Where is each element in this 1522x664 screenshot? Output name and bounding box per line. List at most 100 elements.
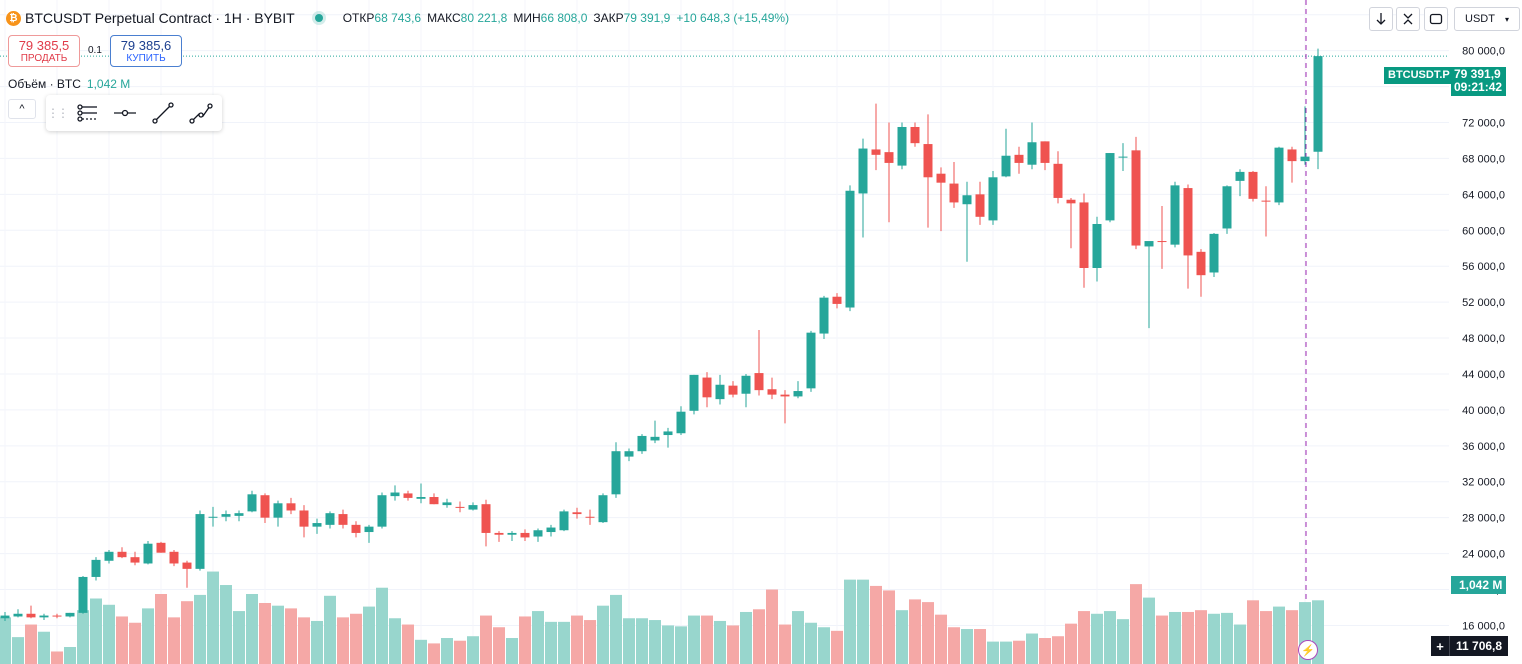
candle-up[interactable]: [143, 541, 153, 565]
candle-up[interactable]: [793, 381, 803, 399]
sell-button[interactable]: 79 385,5 ПРОДАТЬ: [8, 35, 80, 67]
candle-down[interactable]: [52, 613, 62, 619]
candle-up[interactable]: [325, 511, 335, 529]
candle-down[interactable]: [572, 507, 582, 519]
candle-down[interactable]: [429, 493, 439, 505]
candle-up[interactable]: [962, 181, 972, 262]
candle-up[interactable]: [533, 528, 543, 542]
candle-down[interactable]: [1040, 141, 1050, 171]
candle-down[interactable]: [1287, 146, 1297, 183]
candle-up[interactable]: [234, 510, 244, 522]
lot-size[interactable]: 0.1: [88, 45, 102, 56]
candle-up[interactable]: [845, 185, 855, 312]
candle-up[interactable]: [611, 442, 621, 498]
candle-up[interactable]: [689, 374, 699, 415]
candle-down[interactable]: [1131, 136, 1141, 250]
candle-up[interactable]: [663, 427, 673, 448]
candle-down[interactable]: [520, 529, 530, 542]
candle-down[interactable]: [338, 509, 348, 529]
candle-down[interactable]: [1248, 170, 1258, 202]
candle-up[interactable]: [598, 493, 608, 524]
candle-up[interactable]: [819, 295, 829, 339]
polyline-icon[interactable]: [182, 98, 220, 128]
candle-up[interactable]: [13, 609, 23, 618]
candle-down[interactable]: [156, 541, 166, 553]
candle-down[interactable]: [832, 293, 842, 309]
candle-up[interactable]: [91, 557, 101, 581]
candle-up[interactable]: [507, 531, 517, 542]
buy-button[interactable]: 79 385,6 КУПИТЬ: [110, 35, 182, 67]
horizontal-line-icon[interactable]: [106, 98, 144, 128]
candle-down[interactable]: [26, 605, 36, 619]
candle-up[interactable]: [377, 492, 387, 529]
candle-down[interactable]: [884, 122, 894, 223]
candle-down[interactable]: [585, 509, 595, 525]
plus-icon[interactable]: +: [1431, 636, 1450, 656]
candle-up[interactable]: [39, 613, 49, 621]
candle-up[interactable]: [390, 485, 400, 501]
candle-down[interactable]: [299, 505, 309, 538]
candle-up[interactable]: [741, 373, 751, 408]
candle-down[interactable]: [1261, 186, 1271, 237]
candle-up[interactable]: [988, 170, 998, 225]
candle-up[interactable]: [468, 502, 478, 511]
candle-down[interactable]: [728, 381, 738, 398]
candle-up[interactable]: [1092, 216, 1102, 282]
candle-up[interactable]: [65, 612, 75, 618]
candle-down[interactable]: [260, 493, 270, 524]
candle-up[interactable]: [1170, 181, 1180, 248]
candle-down[interactable]: [754, 329, 764, 396]
collapse-legend-button[interactable]: ^: [8, 99, 36, 119]
candle-down[interactable]: [910, 122, 920, 147]
candle-down[interactable]: [1066, 197, 1076, 249]
candle-up[interactable]: [1313, 48, 1323, 170]
candle-up[interactable]: [650, 420, 660, 444]
candle-down[interactable]: [1157, 206, 1167, 269]
candle-up[interactable]: [247, 490, 257, 513]
candle-up[interactable]: [1118, 143, 1128, 171]
candle-down[interactable]: [702, 372, 712, 408]
candle-down[interactable]: [923, 114, 933, 228]
candle-up[interactable]: [1235, 169, 1245, 197]
drag-handle-icon[interactable]: ⋮⋮: [47, 106, 69, 120]
candle-down[interactable]: [169, 550, 179, 567]
collapse-arrows-button[interactable]: [1396, 7, 1420, 31]
candle-down[interactable]: [1053, 151, 1063, 204]
candle-up[interactable]: [624, 448, 634, 462]
candle-up[interactable]: [1027, 122, 1037, 170]
candle-up[interactable]: [273, 500, 283, 527]
arrow-down-button[interactable]: [1369, 7, 1393, 31]
candle-up[interactable]: [1274, 146, 1284, 206]
candle-up[interactable]: [221, 510, 231, 522]
candle-down[interactable]: [117, 547, 127, 559]
candle-down[interactable]: [286, 497, 296, 515]
candle-up[interactable]: [0, 611, 10, 621]
price-axis[interactable]: 16 000,020 000,024 000,028 000,032 000,0…: [1462, 10, 1505, 633]
candle-up[interactable]: [806, 330, 816, 392]
candle-up[interactable]: [1001, 128, 1011, 178]
volume-legend[interactable]: Объём · BTC 1,042 M: [8, 77, 130, 91]
candle-down[interactable]: [455, 501, 465, 513]
candle-down[interactable]: [871, 103, 881, 171]
candle-up[interactable]: [715, 374, 725, 405]
candle-down[interactable]: [351, 521, 361, 538]
candle-down[interactable]: [936, 167, 946, 232]
candle-up[interactable]: [312, 518, 322, 534]
candle-up[interactable]: [1105, 153, 1115, 223]
candle-down[interactable]: [494, 531, 504, 542]
candle-up[interactable]: [1144, 241, 1154, 329]
candle-up[interactable]: [676, 406, 686, 436]
candle-up[interactable]: [416, 483, 426, 504]
currency-select[interactable]: USDT ▾: [1454, 7, 1520, 31]
candle-up[interactable]: [1300, 106, 1310, 165]
candle-up[interactable]: [637, 434, 647, 454]
candle-up[interactable]: [546, 524, 556, 537]
candle-up[interactable]: [195, 510, 205, 571]
candle-up[interactable]: [1209, 232, 1219, 277]
candle-down[interactable]: [481, 499, 491, 547]
candle-down[interactable]: [1079, 193, 1089, 288]
candle-down[interactable]: [403, 490, 413, 501]
candle-down[interactable]: [1183, 184, 1193, 289]
candle-down[interactable]: [780, 390, 790, 424]
candle-down[interactable]: [949, 162, 959, 208]
